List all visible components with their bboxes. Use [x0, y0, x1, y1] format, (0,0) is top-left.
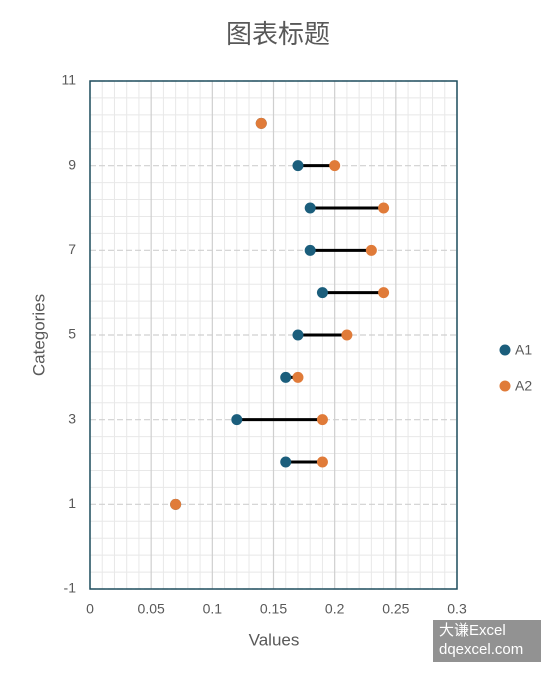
point — [292, 160, 304, 172]
x-tick-label: 0.05 — [138, 601, 165, 617]
y-tick-label: 9 — [68, 156, 76, 172]
point — [378, 202, 390, 214]
point — [304, 202, 316, 214]
point — [304, 244, 316, 256]
point — [292, 329, 304, 341]
y-axis-title: Categories — [29, 294, 48, 376]
point — [280, 371, 292, 383]
legend-marker — [499, 380, 511, 392]
x-tick-label: 0 — [86, 601, 94, 617]
point — [170, 498, 182, 510]
point — [316, 414, 328, 426]
chart-title: 图表标题 — [226, 19, 330, 49]
x-tick-label: 0.25 — [382, 601, 409, 617]
point — [280, 456, 292, 468]
legend-marker — [499, 344, 511, 356]
legend-label: A1 — [515, 342, 532, 358]
x-tick-label: 0.1 — [203, 601, 223, 617]
watermark-box — [433, 620, 541, 662]
x-tick-label: 0.15 — [260, 601, 287, 617]
y-tick-label: 3 — [68, 410, 76, 426]
point — [365, 244, 377, 256]
point — [316, 287, 328, 299]
y-tick-label: -1 — [64, 580, 77, 596]
point — [329, 160, 341, 172]
plot-border — [89, 80, 458, 590]
y-tick-label: 5 — [68, 326, 76, 342]
point — [316, 456, 328, 468]
legend-label: A2 — [515, 378, 532, 394]
watermark-text: 大谦Excel — [439, 622, 506, 639]
x-tick-label: 0.2 — [325, 601, 345, 617]
x-axis-title: Values — [249, 630, 300, 649]
y-tick-label: 11 — [61, 72, 76, 88]
plot-area: 0 0.05 0.1 0.15 0.2 0.25 0.3 -1 1 3 5 7 9 11 — [61, 72, 466, 617]
y-tick-label: 7 — [68, 241, 76, 257]
point — [341, 329, 353, 341]
x-tick-label: 0.3 — [447, 601, 467, 617]
point — [255, 117, 267, 129]
watermark-text: dqexcel.com — [439, 641, 523, 658]
point — [292, 371, 304, 383]
point — [378, 287, 390, 299]
y-tick-label: 1 — [68, 495, 76, 511]
point — [231, 414, 243, 426]
